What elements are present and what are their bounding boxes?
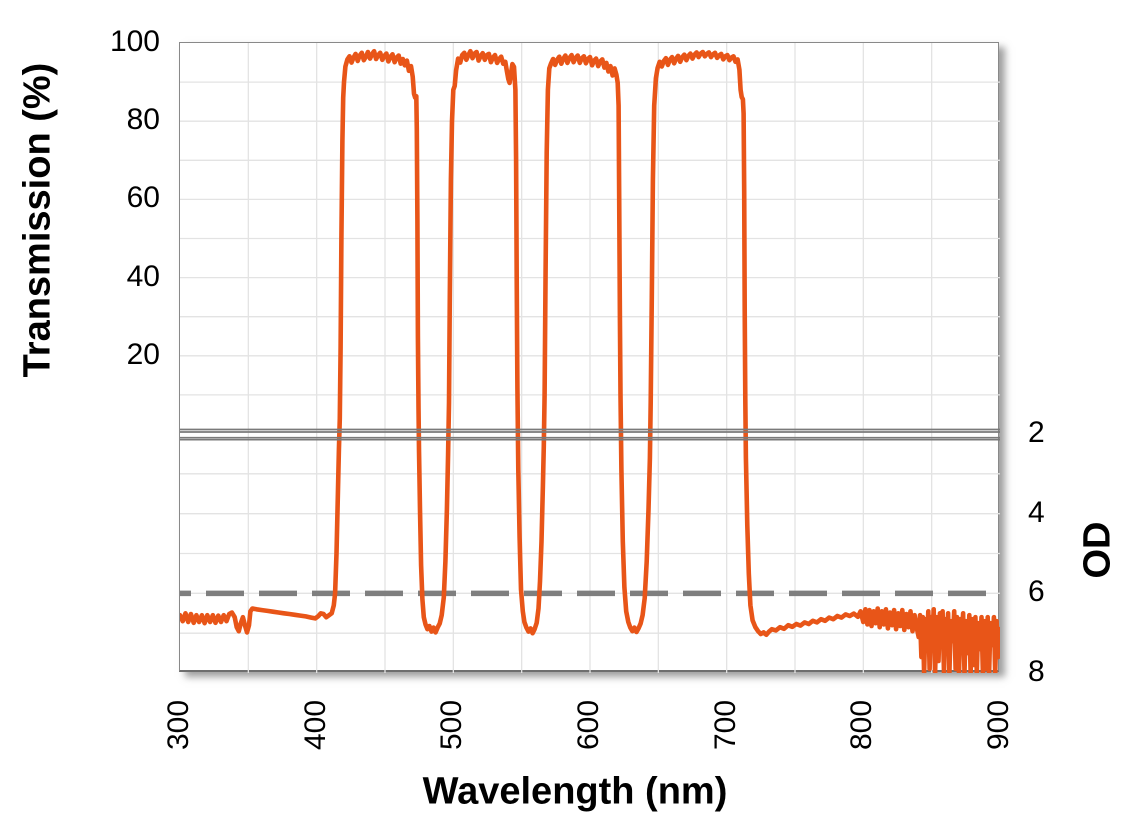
- y-left-tick-label: 20: [126, 337, 160, 371]
- x-tick-label: 400: [298, 699, 332, 751]
- y-right-tick-label: 6: [1028, 575, 1045, 609]
- y-left-tick-label: 80: [126, 103, 160, 137]
- x-tick-label: 800: [845, 699, 879, 751]
- y-right-axis-title: OD: [1076, 521, 1119, 579]
- filter-spectrum-curve: [180, 48, 1000, 673]
- y-right-tick-label: 4: [1028, 495, 1045, 529]
- spectrum-plot: [180, 43, 1000, 673]
- y-left-axis-title: Transmission (%): [16, 62, 59, 378]
- x-tick-label: 900: [982, 699, 1015, 751]
- plot-area: [179, 42, 1000, 673]
- x-tick-label: 300: [162, 699, 195, 751]
- y-right-tick-label: 8: [1028, 655, 1045, 688]
- x-tick-label: 600: [572, 699, 605, 751]
- y-left-tick-label: 100: [109, 25, 160, 58]
- y-left-tick-label: 40: [126, 259, 160, 293]
- x-tick-label: 700: [708, 699, 742, 751]
- y-left-tick-label: 60: [126, 181, 160, 215]
- x-tick-label: 500: [435, 699, 469, 751]
- y-right-tick-label: 2: [1028, 416, 1045, 449]
- x-axis-title: Wavelength (nm): [422, 770, 728, 813]
